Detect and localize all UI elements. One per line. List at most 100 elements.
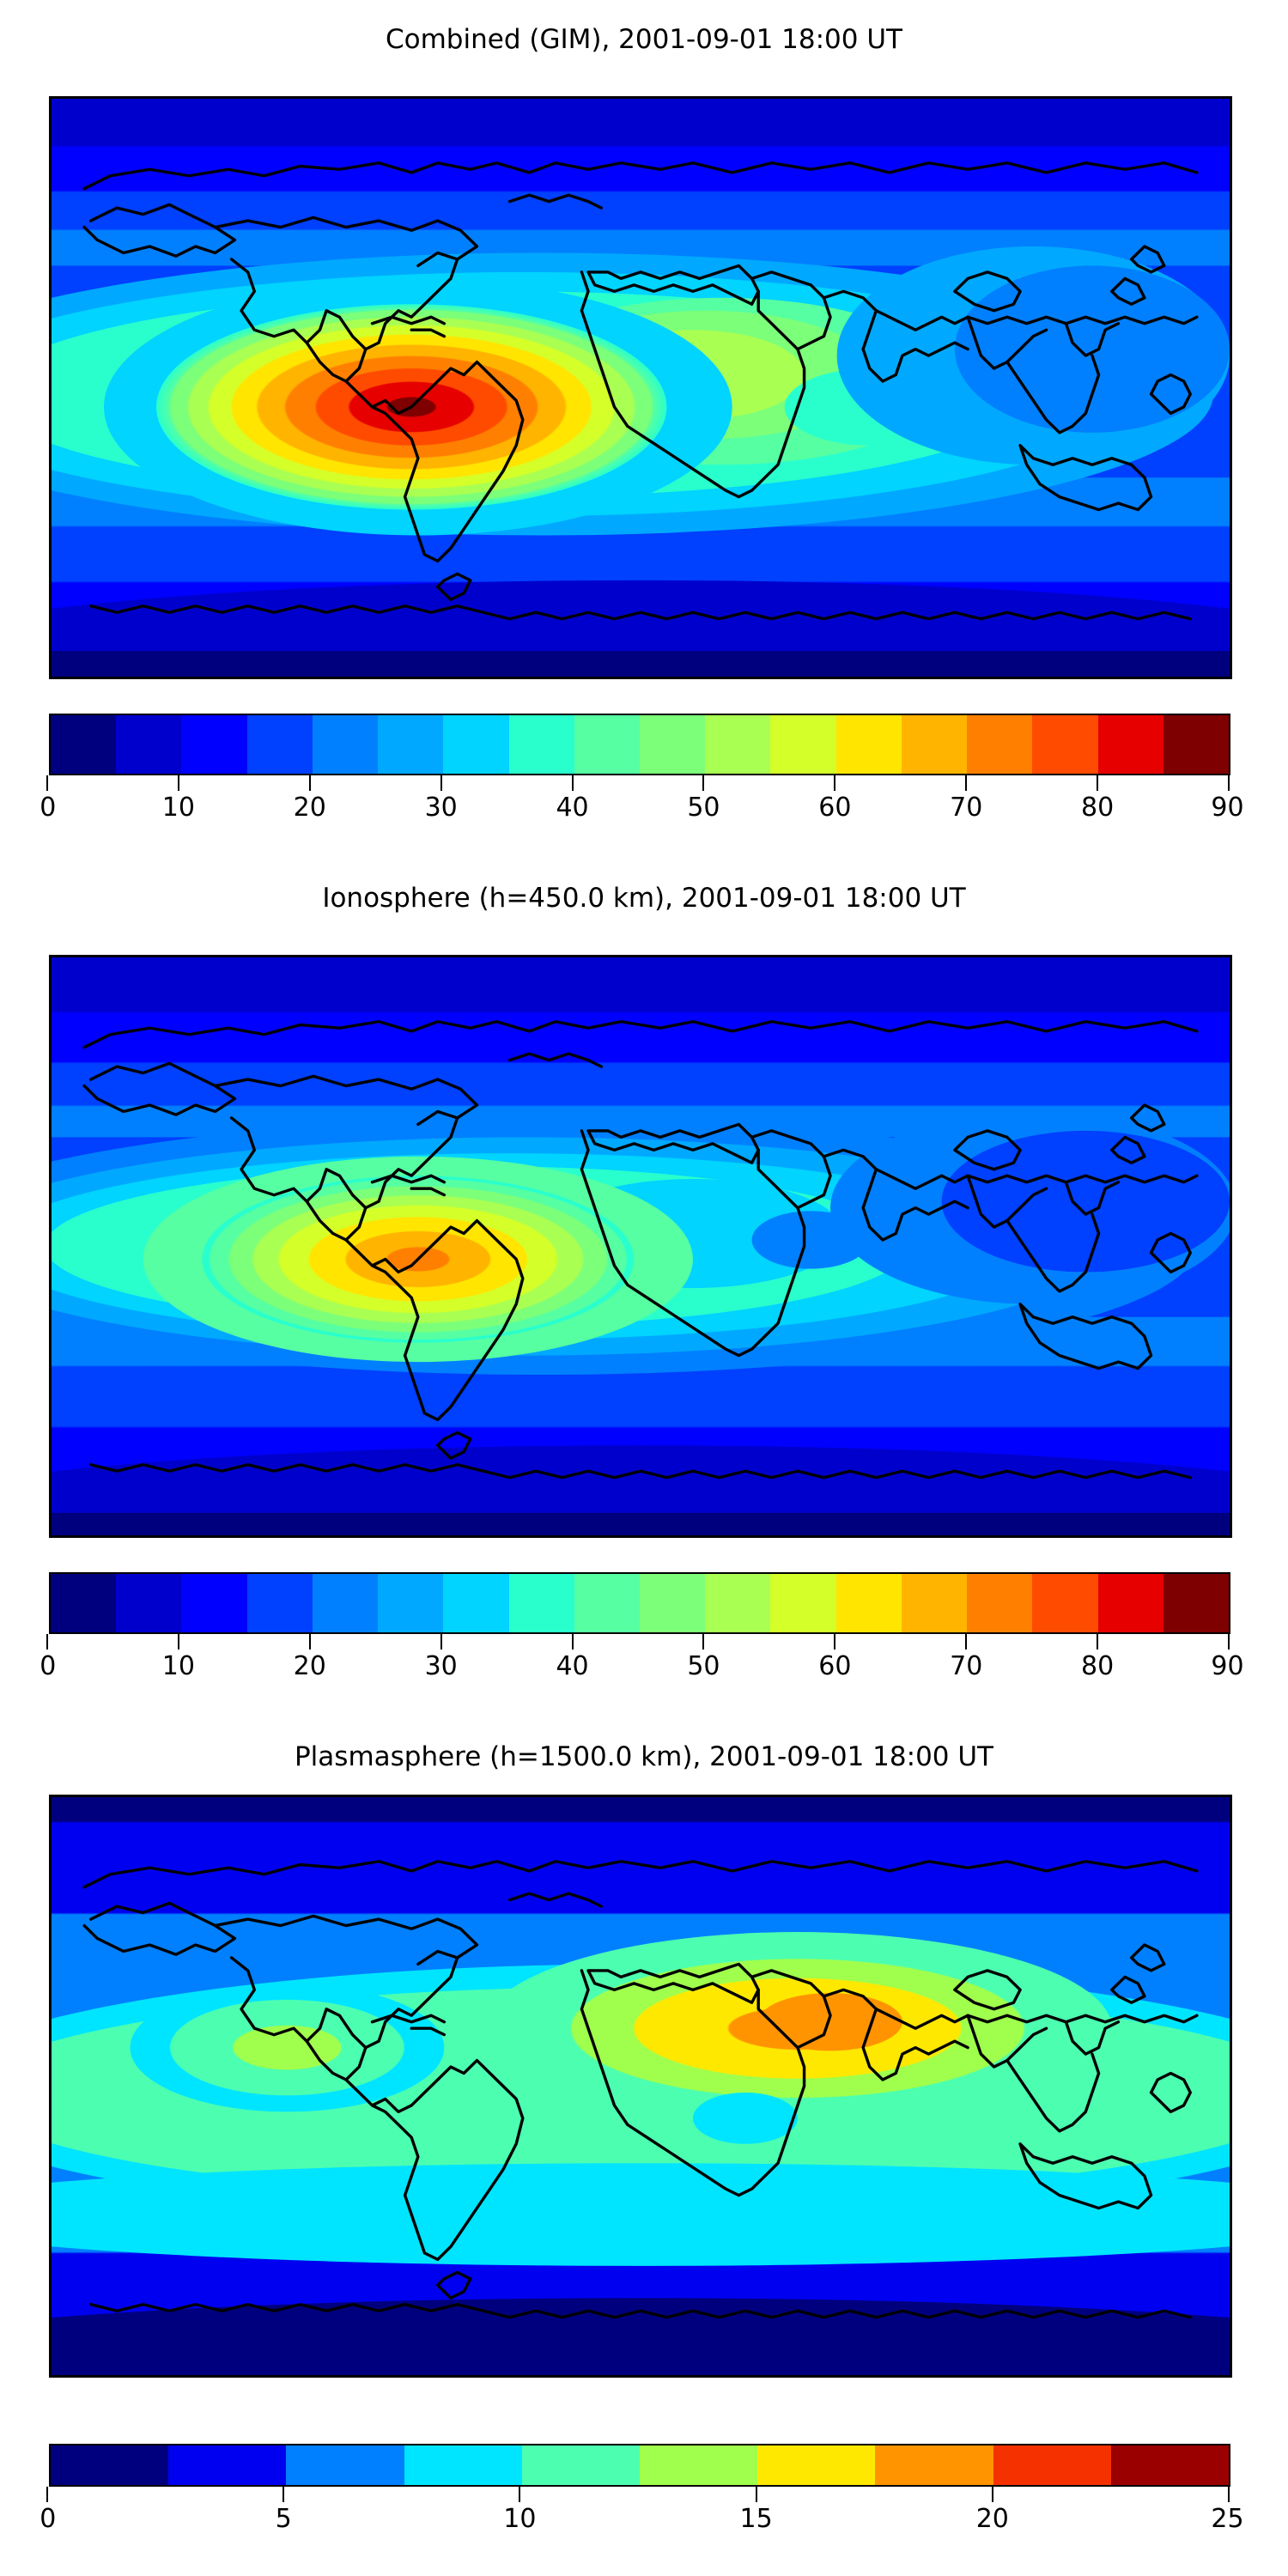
colorbar-band (378, 715, 444, 774)
colorbar-tick-label: 10 (503, 2504, 537, 2534)
colorbar-gradient-combined-gim (49, 714, 1230, 775)
colorbar-band (1032, 1574, 1098, 1632)
colorbar-tick (46, 775, 48, 791)
colorbar-tick (1228, 775, 1230, 791)
colorbar-band (705, 1574, 771, 1632)
colorbar-tick (1097, 775, 1099, 791)
colorbar-band (51, 2445, 169, 2485)
colorbar-band (757, 2445, 876, 2485)
contour-field-plasmasphere (52, 1797, 1230, 2375)
colorbar-band (1163, 715, 1229, 774)
colorbar-band (1097, 715, 1163, 774)
colorbar-tick-label: 90 (1211, 793, 1244, 823)
colorbar-tick (440, 1634, 442, 1649)
colorbar-tick-label: 80 (1081, 1651, 1115, 1681)
colorbar-tick-label: 50 (687, 1651, 720, 1681)
colorbar-band (1110, 2445, 1229, 2485)
colorbar-band (835, 715, 902, 774)
colorbar-band (116, 715, 182, 774)
colorbar-tick-label: 20 (293, 793, 326, 823)
colorbar-tick (702, 775, 705, 791)
colorbar-band (443, 715, 509, 774)
colorbar-band (51, 1574, 117, 1632)
colorbar-tick (308, 775, 311, 791)
colorbar-band (901, 715, 968, 774)
colorbar-tick (283, 2487, 285, 2502)
colorbar-tick (702, 1634, 705, 1649)
colorbar-band (835, 1574, 902, 1632)
colorbar-band (404, 2445, 522, 2485)
colorbar-tick (571, 1634, 574, 1649)
colorbar-tick (308, 1634, 311, 1649)
colorbar-tick-label: 10 (161, 793, 195, 823)
colorbar-tick (965, 1634, 968, 1649)
colorbar-tick-label: 0 (39, 793, 57, 823)
panel-plasmasphere: Plasmasphere (h=1500.0 km), 2001-09-01 1… (0, 1717, 1288, 2576)
colorbar-gradient-ionosphere (49, 1572, 1230, 1634)
colorbar-band (770, 715, 836, 774)
colorbar-band (521, 2445, 641, 2485)
map-combined-gim (49, 96, 1232, 679)
colorbar-tick-label: 30 (424, 793, 458, 823)
colorbar-tick-label: 5 (275, 2504, 292, 2534)
colorbar-labels-plasmasphere: 0 5 10 15 20 25 (39, 2502, 1243, 2540)
colorbar-tick-label: 20 (293, 1651, 326, 1681)
panel-title-combined-gim: Combined (GIM), 2001-09-01 18:00 UT (386, 24, 902, 55)
colorbar-tick-label: 60 (818, 1651, 852, 1681)
map-ionosphere (49, 955, 1232, 1538)
coastlines (82, 161, 1199, 621)
colorbar-band (1032, 715, 1098, 774)
colorbar-tick (965, 775, 968, 791)
colorbar-tick-label: 60 (818, 793, 852, 823)
colorbar-tick-label: 25 (1211, 2504, 1244, 2534)
colorbar-band (967, 715, 1033, 774)
colorbar-band (993, 2445, 1111, 2485)
colorbar-band (1163, 1574, 1229, 1632)
colorbar-tick (440, 775, 442, 791)
colorbar-tick-label: 20 (975, 2504, 1009, 2534)
colorbar-tick (834, 775, 836, 791)
colorbar-tick (46, 1634, 48, 1649)
colorbar-tick-label: 40 (556, 1651, 589, 1681)
colorbar-plasmasphere: 0 5 10 15 20 25 (39, 2444, 1244, 2540)
colorbar-band (181, 1574, 247, 1632)
colorbar-band (875, 2445, 993, 2485)
colorbar-gradient-plasmasphere (49, 2444, 1230, 2487)
colorbar-band (705, 715, 771, 774)
map-plasmasphere (49, 1795, 1232, 2378)
colorbar-tick (755, 2487, 757, 2502)
colorbar-tick (177, 1634, 179, 1649)
colorbar-tick-label: 90 (1211, 1651, 1244, 1681)
colorbar-tick (1228, 2487, 1230, 2502)
colorbar-tick-label: 80 (1081, 793, 1115, 823)
colorbar-band (901, 1574, 968, 1632)
colorbar-tick (519, 2487, 521, 2502)
colorbar-ticks-ionosphere (46, 1634, 1230, 1649)
colorbar-band (286, 2445, 404, 2485)
colorbar-band (378, 1574, 444, 1632)
colorbar-band (181, 715, 247, 774)
colorbar-tick (834, 1634, 836, 1649)
colorbar-band (640, 2445, 758, 2485)
colorbar-tick-label: 10 (161, 1651, 195, 1681)
colorbar-band (574, 1574, 640, 1632)
colorbar-labels-combined-gim: 0 10 20 30 40 50 60 70 80 90 (39, 791, 1243, 829)
colorbar-band (1097, 1574, 1163, 1632)
colorbar-tick (1228, 1634, 1230, 1649)
coastlines (82, 1860, 1199, 2319)
colorbar-tick-label: 70 (950, 793, 983, 823)
panel-ionosphere: Ionosphere (h=450.0 km), 2001-09-01 18:0… (0, 859, 1288, 1717)
colorbar-band (246, 1574, 313, 1632)
colorbar-band (116, 1574, 182, 1632)
map-canvas-ionosphere (52, 957, 1230, 1535)
colorbar-band (168, 2445, 287, 2485)
colorbar-combined-gim: 0 10 20 30 40 50 60 70 80 90 (39, 714, 1244, 829)
colorbar-band (312, 715, 379, 774)
colorbar-tick (46, 2487, 48, 2502)
colorbar-tick-label: 15 (739, 2504, 773, 2534)
colorbar-band (574, 715, 640, 774)
colorbar-band (967, 1574, 1033, 1632)
colorbar-band (639, 1574, 706, 1632)
colorbar-band (51, 715, 117, 774)
